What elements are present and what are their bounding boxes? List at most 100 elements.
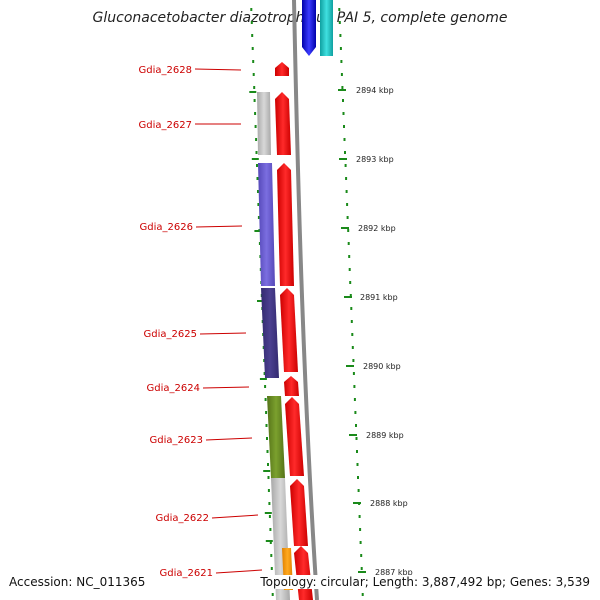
tick-dot — [355, 424, 357, 427]
tick-dot — [353, 398, 356, 401]
tick-dot — [264, 398, 267, 401]
tick-dot — [267, 463, 269, 466]
leader-line — [195, 225, 243, 228]
tick-dot — [360, 567, 363, 570]
tick-dot — [357, 476, 359, 479]
tick-dash — [259, 378, 267, 380]
tick-dot — [267, 489, 270, 492]
cyan-feature — [320, 0, 333, 56]
gene-label-gdia-2626[interactable]: Gdia_2626 — [140, 222, 193, 233]
tick-dot — [266, 437, 268, 440]
tick-dot — [254, 112, 257, 115]
cds-arrow-gdia-2627 — [275, 92, 291, 155]
tick-dot — [263, 359, 266, 362]
green-feature — [267, 396, 285, 478]
tick-dot — [345, 177, 348, 180]
tick-dash — [257, 300, 264, 302]
tick-dot — [360, 554, 363, 557]
scale-label: 2892 kbp — [358, 224, 396, 233]
gene-label-gdia-2625[interactable]: Gdia_2625 — [144, 329, 197, 340]
leader-line — [215, 569, 263, 574]
leader-line — [211, 514, 259, 519]
tick-dot — [352, 359, 355, 362]
tick-dot — [351, 333, 354, 336]
tick-dot — [339, 34, 342, 37]
tick-dot — [338, 8, 341, 11]
gene-label-gdia-2622[interactable]: Gdia_2622 — [156, 513, 209, 524]
gene-label-gdia-2628[interactable]: Gdia_2628 — [139, 65, 192, 76]
tick-dot — [353, 385, 356, 388]
leader-line — [199, 332, 247, 335]
cds-arrow-gdia-2621 — [294, 546, 313, 600]
gene-label-gdia-2621[interactable]: Gdia_2621 — [160, 568, 213, 579]
tick-dot — [256, 177, 259, 180]
tick-dot — [258, 242, 261, 245]
scale-label: 2891 kbp — [360, 293, 398, 302]
topology-label: Topology: circular; Length: 3,887,492 bp… — [258, 575, 590, 589]
gene-label-gdia-2624[interactable]: Gdia_2624 — [147, 383, 200, 394]
tick-dash — [254, 230, 262, 232]
tick-dot — [343, 125, 345, 128]
tick-dot — [265, 411, 268, 414]
tick-dot — [356, 450, 358, 453]
tick-dot — [266, 450, 269, 453]
tick-dot — [348, 255, 351, 258]
scale-label: 2894 kbp — [356, 86, 394, 95]
scale-labels: 2894 kbp 2893 kbp 2892 kbp 2891 kbp 2890… — [338, 86, 413, 577]
tick-dash — [249, 91, 257, 93]
tick-dot — [361, 593, 364, 596]
cds-arrow-gdia-2626 — [277, 163, 294, 286]
leader-line — [202, 386, 250, 389]
tick-dot — [257, 203, 260, 206]
tick-dot — [351, 346, 354, 349]
tick-dot — [346, 203, 349, 206]
tick-dot — [352, 372, 355, 375]
tick-dot — [252, 73, 255, 76]
tick-dot — [338, 21, 341, 24]
gene-labels: Gdia_2628 Gdia_2627 Gdia_2626 Gdia_2625 … — [139, 65, 263, 579]
tick-dot — [342, 99, 344, 102]
tick-dot — [354, 411, 357, 414]
tick-dot — [271, 593, 274, 596]
leader-line — [205, 437, 253, 441]
accession-label: Accession: NC_011365 — [9, 575, 146, 589]
tick-dot — [342, 112, 345, 115]
tick-dot — [250, 21, 253, 24]
tick-dot — [269, 541, 272, 544]
tick-dot — [255, 151, 258, 154]
gene-label-gdia-2627[interactable]: Gdia_2627 — [139, 120, 192, 131]
gene-label-gdia-2623[interactable]: Gdia_2623 — [150, 435, 203, 446]
cds-arrow-gdia-2622 — [290, 479, 308, 546]
tick-dot — [350, 307, 353, 310]
tick-dot — [340, 73, 343, 76]
tick-dot — [263, 372, 266, 375]
navy-feature — [261, 288, 279, 378]
tick-dot — [346, 216, 349, 219]
tick-dot — [251, 34, 254, 37]
tick-dot — [355, 437, 358, 440]
tick-dot — [340, 60, 343, 63]
scale-tick-track — [338, 8, 364, 596]
cds-arrow-gdia-2624 — [284, 376, 299, 396]
tick-dot — [268, 515, 271, 518]
grey-feature — [257, 92, 271, 155]
tick-dash — [251, 158, 259, 160]
tick-dot — [257, 216, 260, 219]
tick-dot — [345, 190, 348, 193]
tick-dot — [348, 268, 351, 271]
tick-dot — [257, 190, 259, 193]
tick-dot — [265, 424, 268, 427]
tick-dot — [267, 476, 270, 479]
cds-arrow-gdia-2623 — [285, 397, 304, 476]
scale-label: 2888 kbp — [370, 499, 408, 508]
tick-dot — [341, 86, 344, 89]
tick-dot — [270, 567, 273, 570]
feature-track — [257, 92, 293, 600]
tick-dot — [356, 463, 359, 466]
tick-dot — [269, 528, 272, 531]
leader-line — [194, 68, 242, 71]
tick-dash — [265, 540, 273, 542]
tick-dot — [253, 86, 256, 89]
map-title: Gluconacetobacter diazotrophicus PAI 5, … — [92, 10, 508, 26]
